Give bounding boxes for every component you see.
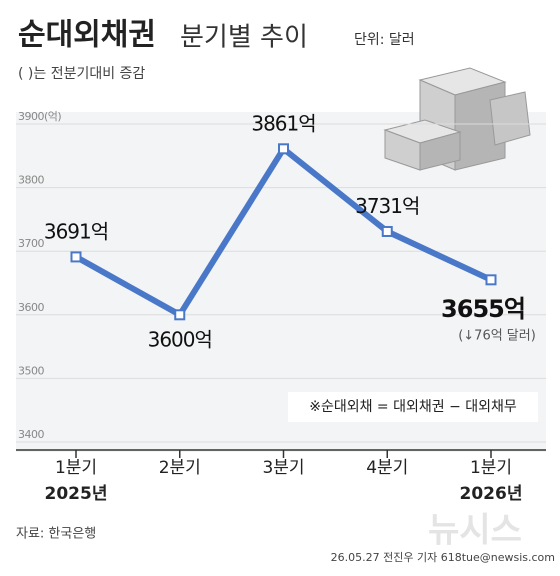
data-point <box>174 309 186 321</box>
year-label: 2026년 <box>460 484 523 504</box>
y-tick-label: 3500 <box>18 364 44 377</box>
value-label: 3861억 <box>251 111 315 135</box>
y-tick-label: 3800 <box>18 174 44 187</box>
value-label: 3691억 <box>44 219 108 243</box>
credit: 26.05.27 전진우 기자 618tue@newsis.com <box>331 551 555 564</box>
unit-note: 단위: 달러 <box>354 32 415 48</box>
x-tick-label: 2분기 <box>159 458 201 478</box>
legend-note: ( )는 전분기대비 증감 <box>18 66 145 82</box>
data-point <box>70 251 82 263</box>
value-label: 3731억 <box>355 194 419 218</box>
y-tick-label: 3900(억) <box>18 110 61 123</box>
x-tick-label: 1분기 <box>470 458 512 478</box>
y-tick-label: 3400 <box>18 428 44 441</box>
year-label: 2025년 <box>45 484 108 504</box>
data-point <box>381 225 393 237</box>
x-tick-label: 1분기 <box>55 458 97 478</box>
y-tick-label: 3600 <box>18 301 44 314</box>
x-tick-label: 4분기 <box>366 458 408 478</box>
chart-title: 순대외채권 <box>18 18 156 53</box>
watermark: 뉴시스 <box>428 511 522 551</box>
change-label: (↓76억 달러) <box>458 328 536 343</box>
data-point <box>485 274 497 286</box>
y-tick-label: 3700 <box>18 237 44 250</box>
formula-box <box>288 392 538 422</box>
chart-subtitle: 분기별 추이 <box>180 23 308 53</box>
money-illustration <box>383 67 531 171</box>
x-tick-label: 3분기 <box>262 458 304 478</box>
source: 자료: 한국은행 <box>16 526 96 542</box>
value-label: 3655억 <box>441 295 525 323</box>
formula-note: ※순대외채 = 대외채권 − 대외채무 <box>309 399 517 415</box>
value-label: 3600억 <box>148 327 212 351</box>
data-point <box>278 143 289 155</box>
